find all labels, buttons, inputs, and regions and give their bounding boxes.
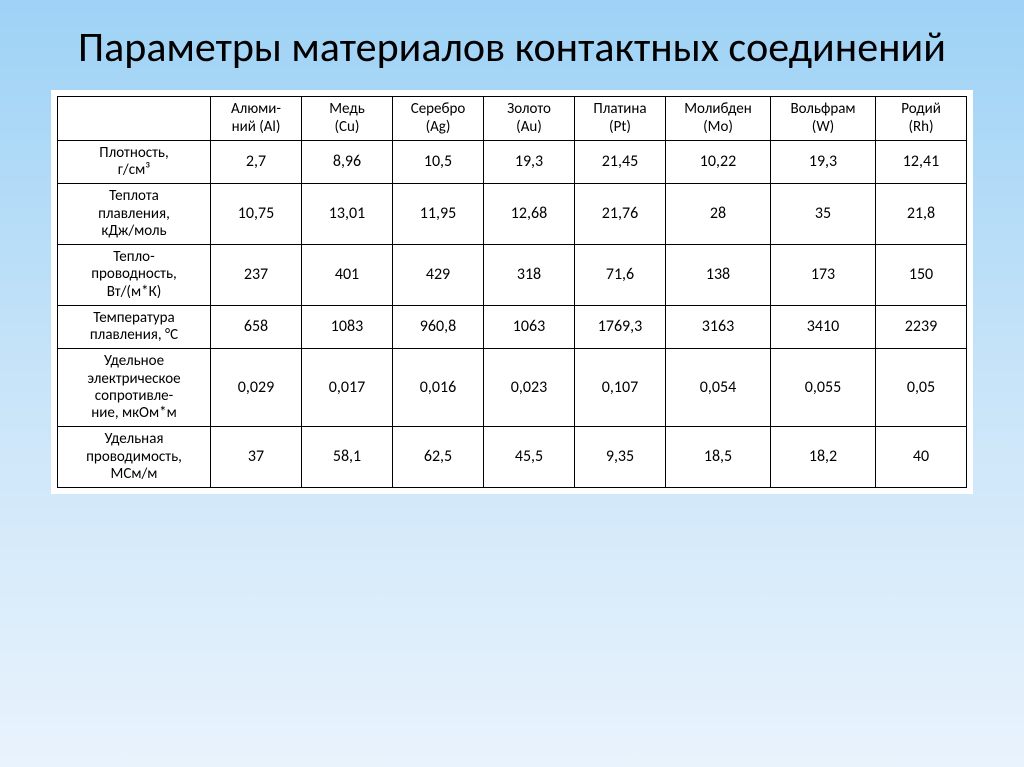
cell: 21,8 (876, 184, 967, 245)
row-label: Тепло-проводность,Вт/(м*К) (58, 245, 211, 306)
cell: 28 (666, 184, 771, 245)
col-sym: (Mo) (703, 118, 733, 136)
row-label: Теплотаплавления,кДж/моль (58, 184, 211, 245)
col-name: Медь (329, 100, 365, 118)
col-header: Золото (Au) (484, 97, 575, 141)
col-header: Молибден (Mo) (666, 97, 771, 141)
col-name: Родий (901, 100, 941, 118)
cell: 960,8 (393, 305, 484, 349)
col-name: Серебро (411, 100, 466, 118)
cell: 21,45 (575, 140, 666, 184)
col-name: Золото (507, 100, 551, 118)
materials-table: Алюми- ний (Al) Медь (Cu) Серебро (Ag) З… (57, 96, 967, 488)
cell: 0,054 (666, 349, 771, 427)
col-name: Вольфрам (790, 100, 855, 118)
table-row: Плотность,г/см³2,78,9610,519,321,4510,22… (58, 140, 967, 184)
col-header: Родий (Rh) (876, 97, 967, 141)
cell: 21,76 (575, 184, 666, 245)
col-header: Платина (Pt) (575, 97, 666, 141)
col-header: Вольфрам (W) (771, 97, 876, 141)
col-name: Платина (593, 100, 646, 118)
cell: 9,35 (575, 427, 666, 488)
col-name: Молибден (684, 100, 752, 118)
col-sym: (Ag) (426, 118, 451, 136)
table-body: Плотность,г/см³2,78,9610,519,321,4510,22… (58, 140, 967, 487)
page-title: Параметры материалов контактных соединен… (78, 24, 946, 72)
cell: 18,5 (666, 427, 771, 488)
cell: 37 (211, 427, 302, 488)
cell: 71,6 (575, 245, 666, 306)
cell: 40 (876, 427, 967, 488)
table-container: Алюми- ний (Al) Медь (Cu) Серебро (Ag) З… (51, 90, 973, 494)
col-sym: (Au) (516, 118, 542, 136)
table-header-row: Алюми- ний (Al) Медь (Cu) Серебро (Ag) З… (58, 97, 967, 141)
col-sym: (Rh) (908, 118, 933, 136)
table-row: Удельнаяпроводимость,МСм/м3758,162,545,5… (58, 427, 967, 488)
cell: 35 (771, 184, 876, 245)
cell: 19,3 (771, 140, 876, 184)
cell: 173 (771, 245, 876, 306)
cell: 1769,3 (575, 305, 666, 349)
cell: 138 (666, 245, 771, 306)
cell: 45,5 (484, 427, 575, 488)
table-row: Температураплавления, °С6581083960,81063… (58, 305, 967, 349)
cell: 0,107 (575, 349, 666, 427)
cell: 0,016 (393, 349, 484, 427)
cell: 3163 (666, 305, 771, 349)
cell: 10,75 (211, 184, 302, 245)
cell: 18,2 (771, 427, 876, 488)
col-header: Серебро (Ag) (393, 97, 484, 141)
cell: 318 (484, 245, 575, 306)
cell: 401 (302, 245, 393, 306)
cell: 1083 (302, 305, 393, 349)
row-label: Температураплавления, °С (58, 305, 211, 349)
cell: 19,3 (484, 140, 575, 184)
row-label: Плотность,г/см³ (58, 140, 211, 184)
cell: 0,017 (302, 349, 393, 427)
cell: 2239 (876, 305, 967, 349)
cell: 10,22 (666, 140, 771, 184)
cell: 429 (393, 245, 484, 306)
cell: 0,029 (211, 349, 302, 427)
cell: 237 (211, 245, 302, 306)
col-header: Медь (Cu) (302, 97, 393, 141)
cell: 12,41 (876, 140, 967, 184)
corner-cell (58, 97, 211, 141)
cell: 11,95 (393, 184, 484, 245)
cell: 658 (211, 305, 302, 349)
row-label: Удельнаяпроводимость,МСм/м (58, 427, 211, 488)
col-sym: (W) (812, 118, 834, 136)
cell: 2,7 (211, 140, 302, 184)
cell: 8,96 (302, 140, 393, 184)
col-sym: (Pt) (609, 118, 631, 136)
cell: 13,01 (302, 184, 393, 245)
cell: 0,055 (771, 349, 876, 427)
table-row: Удельноеэлектрическоесопротивле-ние, мкО… (58, 349, 967, 427)
col-header: Алюми- ний (Al) (211, 97, 302, 141)
col-sym: (Cu) (335, 118, 360, 136)
col-name: Алюми- (231, 100, 281, 118)
cell: 58,1 (302, 427, 393, 488)
table-row: Тепло-проводность,Вт/(м*К)23740142931871… (58, 245, 967, 306)
row-label: Удельноеэлектрическоесопротивле-ние, мкО… (58, 349, 211, 427)
col-sym: ний (Al) (232, 118, 281, 136)
cell: 0,05 (876, 349, 967, 427)
cell: 150 (876, 245, 967, 306)
cell: 12,68 (484, 184, 575, 245)
cell: 3410 (771, 305, 876, 349)
table-row: Теплотаплавления,кДж/моль10,7513,0111,95… (58, 184, 967, 245)
cell: 10,5 (393, 140, 484, 184)
cell: 62,5 (393, 427, 484, 488)
cell: 1063 (484, 305, 575, 349)
cell: 0,023 (484, 349, 575, 427)
